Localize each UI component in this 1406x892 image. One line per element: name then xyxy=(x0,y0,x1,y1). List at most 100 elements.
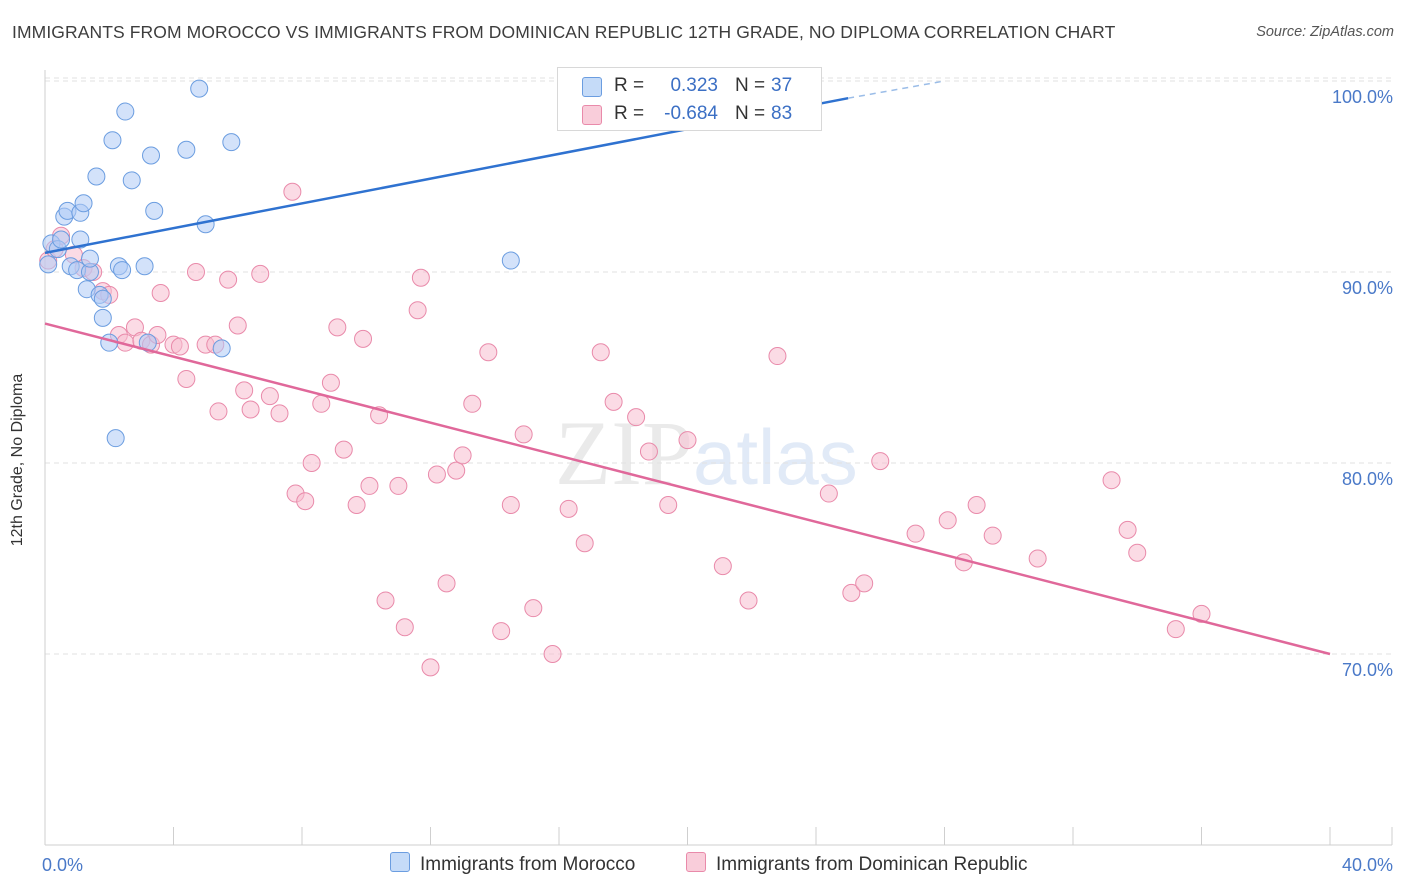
dominican-point xyxy=(967,496,986,515)
morocco-point xyxy=(142,146,161,165)
dominican-point xyxy=(427,465,446,484)
morocco-point xyxy=(52,230,71,249)
dominican-point xyxy=(604,392,623,411)
dominican-point xyxy=(395,618,414,637)
dominican-point xyxy=(463,394,482,413)
morocco-point xyxy=(87,167,106,186)
series-swatch-dominican xyxy=(686,852,706,872)
dominican-point xyxy=(228,316,247,335)
dominican-point xyxy=(871,452,890,471)
morocco-trend-extension xyxy=(847,80,945,99)
dominican-point xyxy=(241,400,260,419)
dominican-point xyxy=(408,301,427,320)
y-tick-label: 100.0% xyxy=(1332,87,1393,107)
morocco-point xyxy=(212,339,231,358)
dominican-point xyxy=(543,645,562,663)
dominican-point xyxy=(739,591,758,610)
dominican-point xyxy=(283,182,302,201)
series-legend-item-morocco: Immigrants from Morocco xyxy=(390,852,635,876)
dominican-point xyxy=(639,442,658,461)
dominican-point xyxy=(906,524,925,543)
series-swatch-morocco xyxy=(390,852,410,872)
y-tick-label: 90.0% xyxy=(1342,278,1393,298)
dominican-point xyxy=(296,492,315,511)
morocco-point xyxy=(222,133,241,152)
morocco-point xyxy=(113,261,132,280)
y-tick-label: 80.0% xyxy=(1342,469,1393,489)
dominican-point xyxy=(768,347,787,366)
morocco-point xyxy=(74,194,93,213)
dominican-point xyxy=(235,381,254,400)
dominican-point xyxy=(855,574,874,593)
dominican-point xyxy=(389,476,408,495)
dominican-point xyxy=(328,318,347,337)
dominican-point xyxy=(713,557,732,576)
morocco-point xyxy=(135,257,154,276)
dominican-point xyxy=(360,476,379,495)
chart-title: IMMIGRANTS FROM MOROCCO VS IMMIGRANTS FR… xyxy=(12,22,1116,42)
dominican-point xyxy=(514,425,533,444)
dominican-point xyxy=(842,583,861,602)
morocco-point xyxy=(103,131,122,150)
dominican-trend-line xyxy=(44,322,1331,656)
dominican-point xyxy=(177,369,196,388)
x-tick-label: 40.0% xyxy=(1342,855,1393,875)
morocco-point xyxy=(93,308,112,327)
dominican-point xyxy=(492,622,511,641)
morocco-point xyxy=(80,249,99,268)
dominican-point xyxy=(421,658,440,677)
morocco-point xyxy=(116,102,135,121)
legend-r-value-morocco: 0.323 xyxy=(670,75,718,96)
stats-legend: R = 0.323 N = 37 R = -0.684 N = 83 xyxy=(557,67,822,131)
watermark: ZIPatlas xyxy=(555,400,858,506)
dominican-point xyxy=(1192,604,1211,623)
watermark-zip: ZIP xyxy=(555,402,693,504)
series-legend-item-dominican: Immigrants from Dominican Republic xyxy=(686,852,1028,876)
dominican-point xyxy=(219,270,238,289)
morocco-point xyxy=(501,251,520,270)
dominican-point xyxy=(575,534,594,553)
dominican-point xyxy=(1102,471,1121,490)
legend-n-value-dominican: 83 xyxy=(771,103,793,124)
dominican-point xyxy=(347,496,366,515)
legend-swatch-morocco xyxy=(582,77,602,97)
dominican-point xyxy=(354,329,373,348)
dominican-point xyxy=(819,484,838,503)
source-credit: Source: ZipAtlas.com xyxy=(1256,24,1394,40)
dominican-point xyxy=(938,511,957,530)
dominican-point xyxy=(1028,549,1047,568)
legend-n-label: N = xyxy=(735,75,766,96)
dominican-point xyxy=(559,499,578,518)
x-tick-label: 0.0% xyxy=(42,855,83,875)
morocco-point xyxy=(122,171,141,190)
legend-n-value-morocco: 37 xyxy=(771,75,793,96)
dominican-point xyxy=(334,440,353,459)
dominican-point xyxy=(302,454,321,472)
morocco-point xyxy=(145,201,164,220)
dominican-point xyxy=(376,591,395,610)
dominican-point xyxy=(209,402,228,421)
dominican-point xyxy=(1128,543,1147,562)
morocco-point xyxy=(39,255,58,274)
dominican-point xyxy=(627,408,646,427)
dominican-point xyxy=(479,343,498,362)
morocco-point xyxy=(106,429,125,448)
dominican-point xyxy=(251,264,270,283)
legend-swatch-dominican xyxy=(582,105,602,125)
series-label-dominican: Immigrants from Dominican Republic xyxy=(716,854,1028,875)
dominican-point xyxy=(312,394,331,413)
dominican-point xyxy=(453,446,472,465)
legend-row-dominican: R = -0.684 N = 83 xyxy=(558,100,821,128)
series-legend: Immigrants from Morocco Immigrants from … xyxy=(0,852,1406,878)
dominican-point xyxy=(1118,520,1137,539)
y-tick-label: 70.0% xyxy=(1342,660,1393,680)
dominican-point xyxy=(447,461,466,480)
dominican-point xyxy=(411,268,430,287)
legend-n-label: N = xyxy=(735,103,766,124)
morocco-point xyxy=(177,140,196,159)
legend-r-value-dominican: -0.684 xyxy=(664,103,718,124)
dominican-point xyxy=(260,387,279,406)
morocco-point xyxy=(190,79,209,98)
legend-r-label: R = xyxy=(614,103,645,124)
